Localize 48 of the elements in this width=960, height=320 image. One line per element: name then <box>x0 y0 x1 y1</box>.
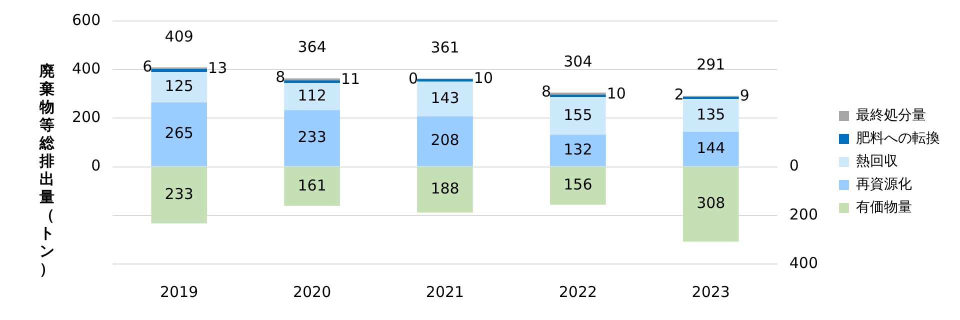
data-label: 265 <box>164 124 194 142</box>
data-label: 2 <box>674 86 684 104</box>
data-label: 208 <box>430 131 460 150</box>
y-tick-label: 400 <box>72 59 101 78</box>
data-label: 156 <box>564 176 592 194</box>
data-label: 10 <box>606 84 626 103</box>
data-label: 13 <box>208 58 228 77</box>
y2-tick-label: 200 <box>789 205 818 224</box>
y-tick-label: 600 <box>72 10 101 29</box>
legend-label: 最終処分量 <box>856 108 926 124</box>
y-tick-label: 200 <box>72 108 101 126</box>
data-label: 11 <box>340 70 360 88</box>
data-label: 135 <box>696 105 726 124</box>
data-label: 143 <box>430 88 460 107</box>
data-label: 308 <box>696 194 726 212</box>
y-tick-label: 0 <box>91 156 101 175</box>
data-label: 0 <box>408 69 418 88</box>
legend-label: 有価物量 <box>856 200 912 216</box>
legend-label: 熱回収 <box>856 154 898 170</box>
legend-label: 肥料への転換 <box>856 130 940 147</box>
data-label: 144 <box>696 138 726 157</box>
data-label: 6 <box>142 57 152 76</box>
data-label: 112 <box>298 86 326 104</box>
data-label: 8 <box>276 68 286 86</box>
legend-label: 再資源化 <box>856 176 912 193</box>
x-tick-label: 2021 <box>426 282 464 301</box>
y2-tick-label: 0 <box>789 156 799 175</box>
data-label: 125 <box>164 77 194 96</box>
x-tick-label: 2019 <box>160 282 198 301</box>
total-label: 409 <box>164 27 194 46</box>
data-label: 10 <box>474 68 494 87</box>
data-label: 233 <box>298 128 326 146</box>
data-label: 9 <box>740 86 750 105</box>
total-label: 304 <box>564 52 592 71</box>
total-label: 361 <box>430 38 460 56</box>
data-label: 161 <box>298 176 326 194</box>
data-label: 132 <box>564 140 592 158</box>
x-tick-label: 2022 <box>558 282 598 301</box>
data-label: 8 <box>541 82 552 101</box>
x-tick-label: 2020 <box>292 282 332 301</box>
text: 廃棄物等総排出量（トン） <box>40 62 54 278</box>
data-label: 155 <box>564 106 592 124</box>
total-label: 291 <box>696 56 726 74</box>
data-label: 233 <box>164 185 194 203</box>
data-label: 188 <box>430 180 460 198</box>
x-tick-label: 2023 <box>692 282 730 301</box>
y2-tick-label: 400 <box>789 254 818 272</box>
total-label: 364 <box>298 38 326 56</box>
